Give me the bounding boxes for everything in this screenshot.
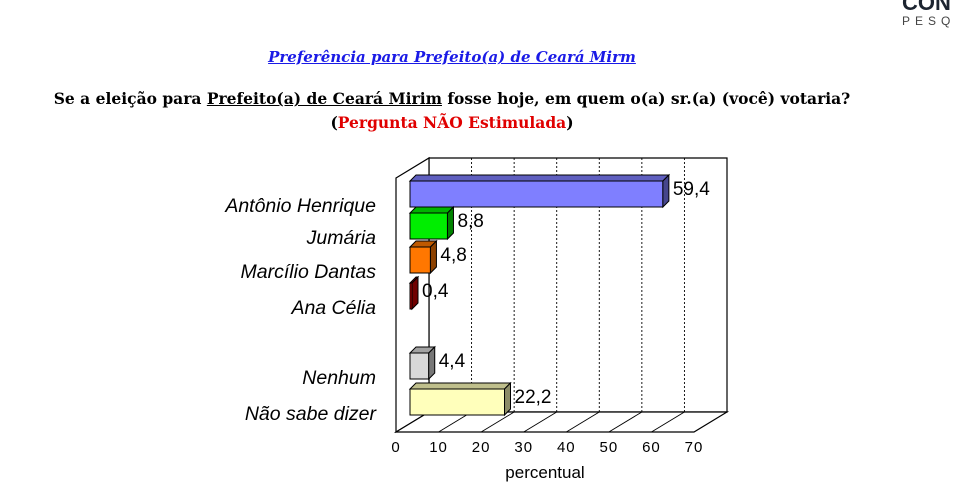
gridline-floor: [480, 411, 515, 433]
bar-side-face: [411, 275, 419, 311]
category-label: Nenhum: [302, 367, 376, 389]
data-label: 4,4: [439, 351, 466, 372]
gridline-floor: [651, 411, 685, 433]
chart-title-link[interactable]: Preferência para Prefeito(a) de Ceará Mi…: [268, 48, 636, 66]
question-text-after: fosse hoje, em quem o(a) sr.(a) (você) v…: [441, 89, 851, 108]
note-close: ): [566, 113, 574, 132]
x-tick-label: 40: [557, 439, 576, 456]
x-tick-label: 20: [472, 439, 491, 456]
data-label: 8,8: [457, 211, 483, 232]
bar-side-face: [446, 205, 454, 241]
chart-floor: [393, 411, 730, 433]
bar: [409, 246, 431, 274]
x-tick-label: 70: [685, 439, 704, 456]
data-label: 4,8: [440, 245, 466, 266]
question-text-before: Se a eleição para: [53, 89, 207, 108]
category-label: Antônio Henrique: [224, 195, 376, 217]
category-label: Marcílio Dantas: [241, 261, 377, 283]
gridline-floor: [566, 411, 600, 433]
gridline-floor: [608, 411, 643, 433]
question-text-underlined: Prefeito(a) de Ceará Mirim: [206, 89, 442, 108]
logo-line-2: PESQ: [902, 14, 956, 28]
bar: [409, 388, 506, 416]
bar-side-face: [429, 239, 437, 275]
x-axis-title: percentual: [505, 463, 584, 482]
bar-top-face: [408, 174, 671, 182]
note-open: (: [330, 113, 338, 132]
bar-side-face: [662, 173, 670, 209]
bar-side-face: [504, 381, 512, 417]
logo-line-1: CON: [902, 0, 951, 15]
category-label: Não sabe dizer: [245, 403, 378, 425]
bar-top-face: [408, 382, 512, 390]
question-note: (Pergunta NÃO Estimulada): [0, 113, 904, 132]
bar: [409, 212, 448, 240]
x-tick-label: 0: [391, 439, 400, 456]
category-label: Jumária: [306, 227, 377, 249]
x-tick-label: 50: [600, 439, 619, 456]
bar-side-face: [428, 345, 436, 381]
x-tick-label: 60: [642, 439, 661, 456]
x-tick-label: 30: [514, 439, 533, 456]
gridline-floor: [523, 411, 557, 433]
bar: [409, 352, 430, 380]
category-label: Ana Célia: [290, 297, 376, 319]
data-label: 22,2: [515, 387, 552, 408]
survey-question: Se a eleição para Prefeito(a) de Ceará M…: [0, 89, 904, 108]
note-text: Pergunta NÃO Estimulada: [337, 113, 567, 132]
bar-top-face: [408, 206, 455, 214]
data-label: 0,4: [422, 281, 449, 302]
bar: [409, 180, 664, 208]
company-logo: CON PESQ: [898, 0, 958, 30]
x-tick-label: 10: [429, 439, 448, 456]
data-label: 59,4: [673, 179, 710, 200]
